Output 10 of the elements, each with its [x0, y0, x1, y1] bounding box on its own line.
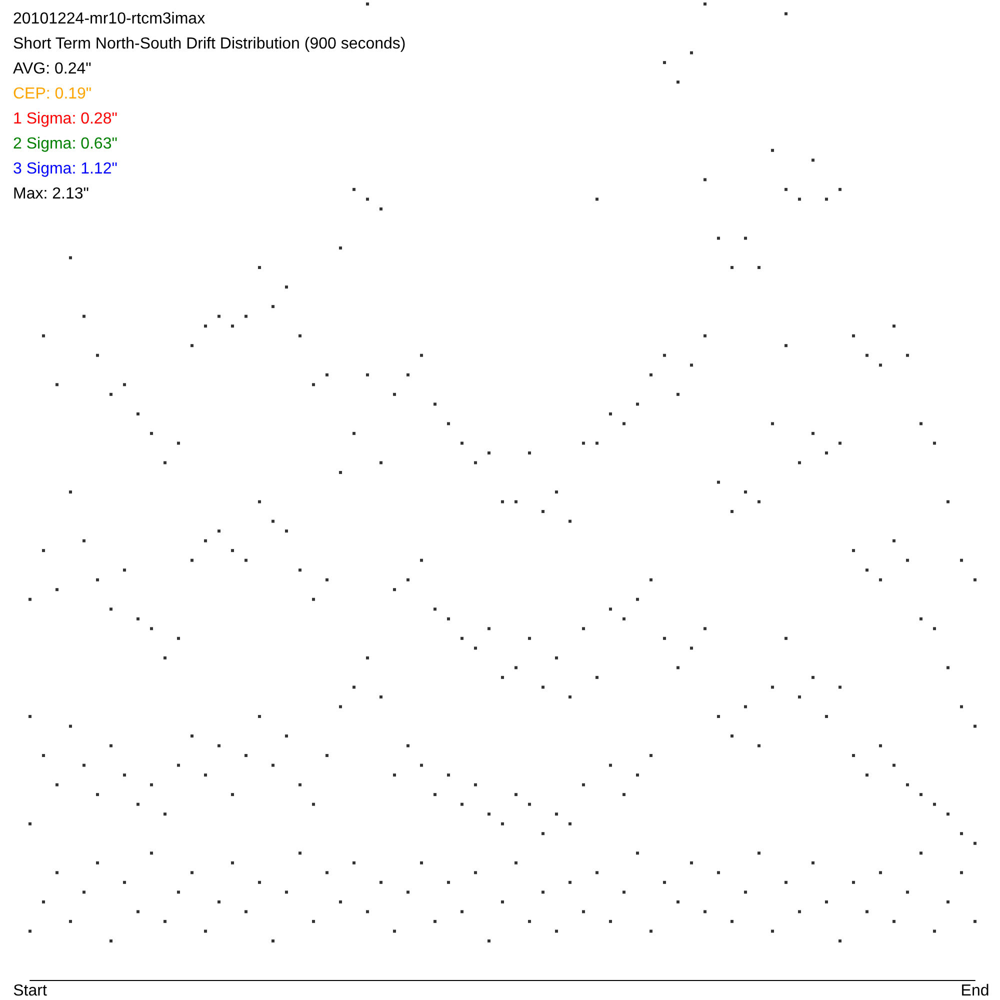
annotation: 3 Sigma: 1.12": [13, 160, 118, 178]
text: Short Term North-South Drift Distribution (900 seconds): [13, 36, 406, 52]
annotation: CEP: 0.19": [13, 86, 92, 102]
chart-title: 20101224-mr10-rtcm3imax: [13, 10, 206, 28]
annotation: 1 Sigma: 0.28": [13, 110, 118, 128]
annotation: 2 Sigma: 0.63": [13, 136, 118, 152]
annotation: AVG: 0.24": [13, 60, 92, 78]
x-tick-label: End: [960, 982, 990, 1000]
annotation: Max: 2.13": [13, 186, 89, 202]
x-tick-label: Start: [13, 982, 48, 1000]
